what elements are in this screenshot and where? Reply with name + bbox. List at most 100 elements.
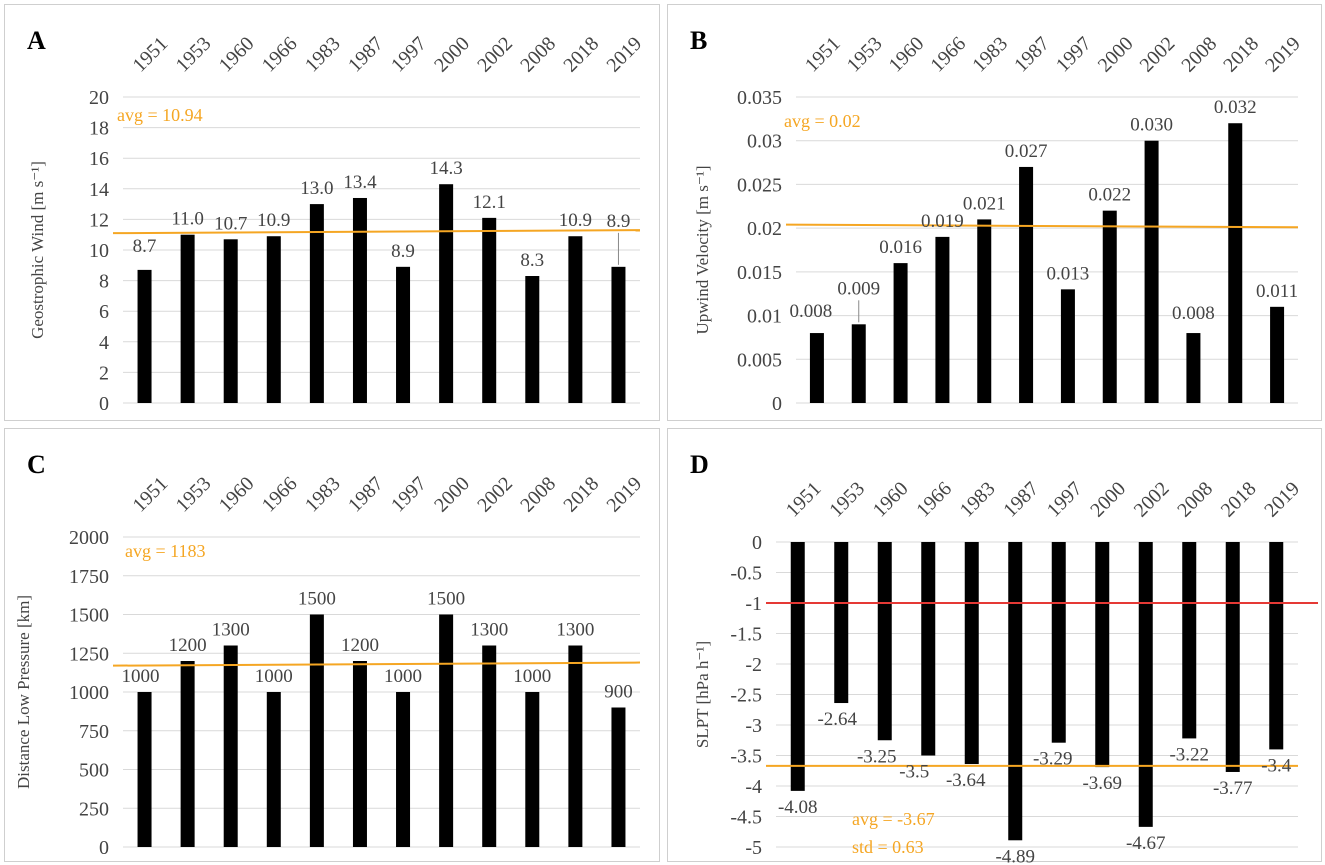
- x-tick-label: 1987: [344, 33, 388, 77]
- x-tick-label: 1997: [1052, 33, 1096, 77]
- y-tick-label: -5: [745, 837, 762, 859]
- data-label: -4.89: [995, 846, 1035, 865]
- y-tick-label: 1000: [69, 682, 109, 704]
- y-tick-label: 1750: [69, 566, 109, 588]
- y-tick-label: -0.5: [730, 563, 762, 585]
- bar: [352, 197, 367, 403]
- x-tick-label: 1983: [301, 473, 345, 517]
- x-tick-label: 2019: [1261, 33, 1305, 77]
- data-label: 13.4: [343, 172, 377, 193]
- x-tick-label: 2019: [602, 473, 646, 517]
- bar: [1228, 123, 1243, 403]
- data-label: -3.29: [1033, 749, 1073, 770]
- bar: [525, 276, 540, 403]
- bar: [266, 692, 281, 847]
- y-tick-label: 12: [89, 209, 109, 231]
- x-tick-label: 2002: [1130, 478, 1174, 522]
- y-tick-label: 0: [99, 837, 109, 859]
- y-axis-label: Upwind Velocity [m s⁻¹]: [693, 165, 712, 334]
- y-tick-label: 0.025: [737, 174, 782, 196]
- panel-b: B 0 0.005 0.01 0.015 0.02 0.025 0.03 0.035 Upwind…: [667, 4, 1322, 421]
- x-tick-label: 1966: [258, 473, 302, 517]
- x-tick-label: 1966: [912, 478, 956, 522]
- chart-a-svg: A 0 2 4 6 8 10 12 14 16 18 20 Geostrophic Wind [m s⁻…: [27, 26, 646, 415]
- bar: [1270, 306, 1285, 403]
- y-tick-label: 0.03: [747, 131, 782, 153]
- data-label: 8.7: [133, 236, 157, 257]
- average-text: avg = 10.94: [117, 105, 203, 125]
- data-label: 0.011: [1256, 281, 1298, 302]
- x-tick-label: 2018: [1217, 478, 1261, 522]
- data-label: 0.013: [1047, 263, 1090, 284]
- panel-letter: B: [690, 26, 707, 55]
- data-label: 11.0: [171, 209, 204, 230]
- panel-c: C 0 250 500 750 1000 1250 1500 1750 2000 Distance …: [4, 428, 660, 862]
- x-tick-label: 1983: [968, 33, 1012, 77]
- panel-letter: A: [27, 26, 46, 55]
- data-label: 0.008: [790, 301, 833, 322]
- data-label: 0.027: [1005, 141, 1048, 162]
- y-tick-label: -3.5: [730, 746, 762, 768]
- data-label: 1300: [470, 620, 508, 641]
- x-tick-label: 2018: [559, 33, 603, 77]
- x-tick-label: 1987: [1010, 33, 1054, 77]
- x-tick-label: 1997: [387, 473, 431, 517]
- y-axis-label: SLPT [hPa h⁻¹]: [693, 641, 712, 748]
- bar: [1095, 542, 1110, 768]
- chart-c-svg: C 0 250 500 750 1000 1250 1500 1750 2000 Distance …: [14, 450, 646, 859]
- bar: [568, 645, 583, 847]
- bar: [921, 542, 936, 756]
- x-tick-label: 2000: [430, 473, 474, 517]
- bar: [893, 263, 908, 403]
- y-tick-label: 0.035: [737, 87, 782, 109]
- std-text: std = 0.63: [852, 837, 924, 857]
- data-label: 12.1: [473, 192, 506, 213]
- x-tick-label: 2008: [516, 33, 560, 77]
- bar: [977, 219, 992, 403]
- data-label: 0.030: [1130, 115, 1173, 136]
- bar: [1019, 166, 1034, 403]
- data-label: 1200: [169, 635, 207, 656]
- data-label: 1000: [255, 666, 293, 687]
- bar: [309, 614, 324, 847]
- data-label: -3.77: [1213, 778, 1253, 799]
- x-tick-label: 1960: [215, 473, 259, 517]
- chart-b-svg: B 0 0.005 0.01 0.015 0.02 0.025 0.03 0.035 Upwind…: [690, 26, 1305, 415]
- y-tick-label: -1: [745, 593, 762, 615]
- bar: [611, 266, 626, 403]
- x-tick-label: 1960: [869, 478, 913, 522]
- data-label: 1000: [122, 666, 160, 687]
- bar: [1138, 542, 1153, 827]
- x-tick-label: 1953: [172, 33, 216, 77]
- x-tick-label: 2019: [602, 33, 646, 77]
- y-tick-label: 1500: [69, 605, 109, 627]
- y-tick-label: 1250: [69, 643, 109, 665]
- y-tick-label: 0: [99, 393, 109, 415]
- bar: [137, 269, 152, 403]
- bar: [834, 542, 849, 704]
- data-label: 0.009: [837, 278, 880, 299]
- x-tick-label: 1997: [1043, 478, 1087, 522]
- y-tick-label: 20: [89, 87, 109, 109]
- y-tick-label: 4: [99, 332, 109, 354]
- y-tick-label: 8: [99, 271, 109, 293]
- bar: [611, 707, 626, 847]
- x-tick-label: 2002: [1136, 33, 1180, 77]
- data-label: 0.021: [963, 193, 1006, 214]
- bar: [935, 236, 950, 403]
- bar: [439, 184, 454, 403]
- bar: [1102, 210, 1117, 403]
- x-tick-label: 2002: [473, 473, 517, 517]
- data-label: -4.08: [778, 797, 818, 818]
- x-tick-label: 1953: [825, 478, 869, 522]
- y-tick-label: 14: [89, 179, 109, 201]
- bar: [809, 333, 824, 403]
- bar: [1269, 542, 1284, 750]
- x-tick-label: 2008: [1173, 478, 1217, 522]
- x-tick-label: 2000: [1094, 33, 1138, 77]
- x-tick-label: 1951: [801, 33, 845, 77]
- y-tick-label: 0: [772, 393, 782, 415]
- x-tick-label: 1966: [258, 33, 302, 77]
- data-label: -3.25: [857, 746, 897, 767]
- bar: [396, 266, 411, 403]
